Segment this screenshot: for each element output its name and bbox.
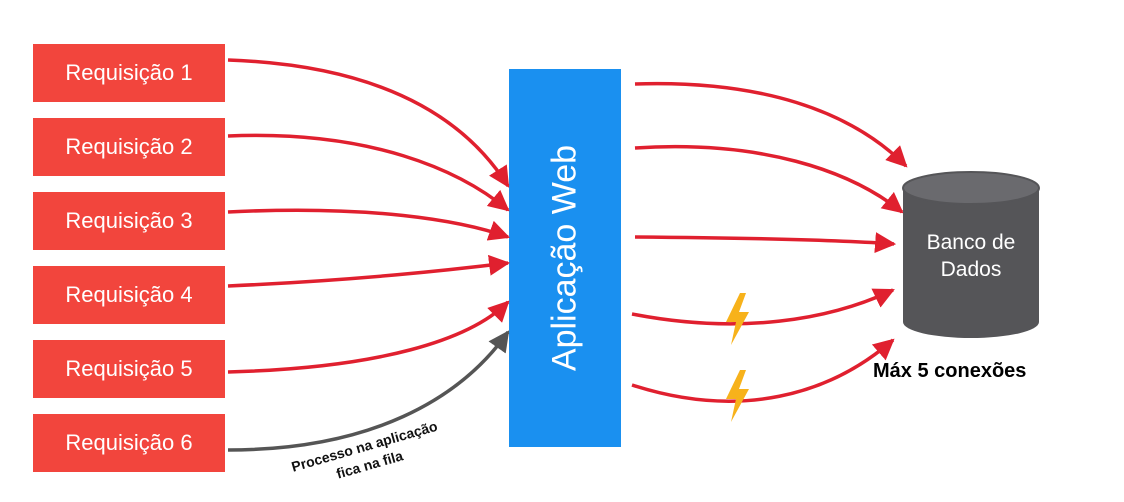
arrow-app-to-db-2 [634,144,904,214]
arrow-request-3-to-app [227,208,510,241]
database-label-line-2: Dados [940,258,1002,281]
arrow-app-to-db-4 [631,288,895,326]
request-box-3: Requisição 3 [33,192,225,250]
arrow-request-1-to-app [227,58,510,188]
arrow-request-6-queued [227,330,510,452]
request-label: Requisição 1 [65,60,193,85]
lightning-bolt-icon [726,293,749,345]
lightning-bolt-icon [726,370,749,422]
request-label: Requisição 6 [65,430,193,455]
arrow-app-to-db-5 [631,338,895,403]
request-label: Requisição 5 [65,356,193,381]
connection-arrows [227,58,1040,452]
request-label: Requisição 2 [65,134,193,159]
arrow-request-5-to-app [227,300,510,374]
request-box-1: Requisição 1 [33,44,225,102]
database-label-line-1: Banco de [926,231,1016,254]
max-connections-label: Máx 5 conexões [873,360,1027,382]
arrow-request-2-to-app [227,133,510,212]
request-box-6: Requisição 6 [33,414,225,472]
database-label: Banco de Dados [906,229,1036,283]
web-application-box [509,69,621,447]
diagram-canvas: Requisição 1 Requisição 2 Requisição 3 R… [33,44,1040,482]
request-label: Requisição 3 [65,208,193,233]
request-box-4: Requisição 4 [33,266,225,324]
arrow-app-to-db-1 [634,81,908,168]
arrow-request-4-to-app [227,254,511,288]
request-box-2: Requisição 2 [33,118,225,176]
arrow-app-to-db-3 [634,232,897,254]
request-box-5: Requisição 5 [33,340,225,398]
request-label: Requisição 4 [65,282,193,307]
database-cylinder-icon [902,171,1040,338]
